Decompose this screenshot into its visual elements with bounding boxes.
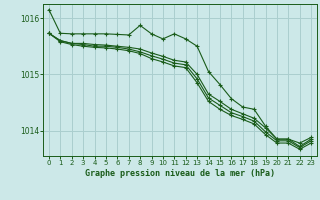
X-axis label: Graphe pression niveau de la mer (hPa): Graphe pression niveau de la mer (hPa) xyxy=(85,169,275,178)
